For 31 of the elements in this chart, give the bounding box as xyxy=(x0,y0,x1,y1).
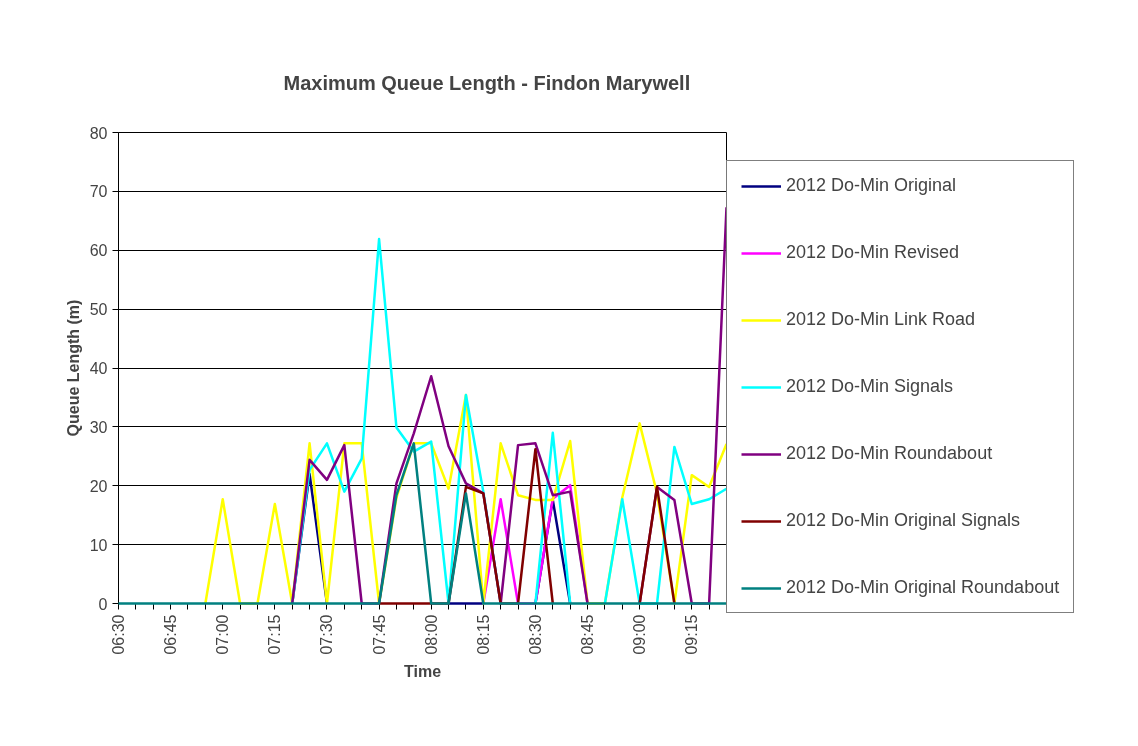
legend-label: 2012 Do-Min Link Road xyxy=(786,309,976,330)
x-tick-label: 07:15 xyxy=(266,614,284,655)
x-tick-label: 09:15 xyxy=(683,614,701,655)
x-tick-label: 06:45 xyxy=(162,614,180,655)
y-tick-label: 10 xyxy=(89,536,108,554)
y-tick-label: 0 xyxy=(98,595,108,613)
y-tick-label: 50 xyxy=(89,301,108,319)
legend-label: 2012 Do-Min Revised xyxy=(786,242,960,263)
legend-label: 2012 Do-Min Original xyxy=(786,175,957,196)
x-tick-label: 07:30 xyxy=(318,614,336,655)
y-tick-label: 40 xyxy=(89,360,108,377)
y-tick-label: 30 xyxy=(89,418,108,436)
x-tick-label: 09:00 xyxy=(631,614,649,655)
x-tick-label: 07:00 xyxy=(214,614,232,655)
y-tick-label: 60 xyxy=(89,242,108,260)
x-tick-label: 08:45 xyxy=(579,614,597,655)
x-axis-title: Time xyxy=(403,662,442,680)
chart-title: Maximum Queue Length - Findon Marywell xyxy=(283,71,691,94)
legend-label: 2012 Do-Min Roundabout xyxy=(786,443,993,464)
y-tick-label: 80 xyxy=(89,124,108,142)
x-tick-label: 06:30 xyxy=(110,614,127,655)
legend-label: 2012 Do-Min Original Signals xyxy=(786,510,1021,531)
y-tick-label: 70 xyxy=(89,183,108,201)
y-axis-title: Queue Length (m) xyxy=(64,299,82,437)
legend-label: 2012 Do-Min Signals xyxy=(786,376,954,397)
x-tick-label: 08:30 xyxy=(526,614,544,655)
x-tick-label: 08:15 xyxy=(474,614,492,655)
y-tick-label: 20 xyxy=(89,477,108,495)
x-tick-label: 07:45 xyxy=(370,614,388,655)
x-tick-label: 08:00 xyxy=(422,614,440,655)
legend-label: 2012 Do-Min Original Roundabout xyxy=(786,577,1060,598)
